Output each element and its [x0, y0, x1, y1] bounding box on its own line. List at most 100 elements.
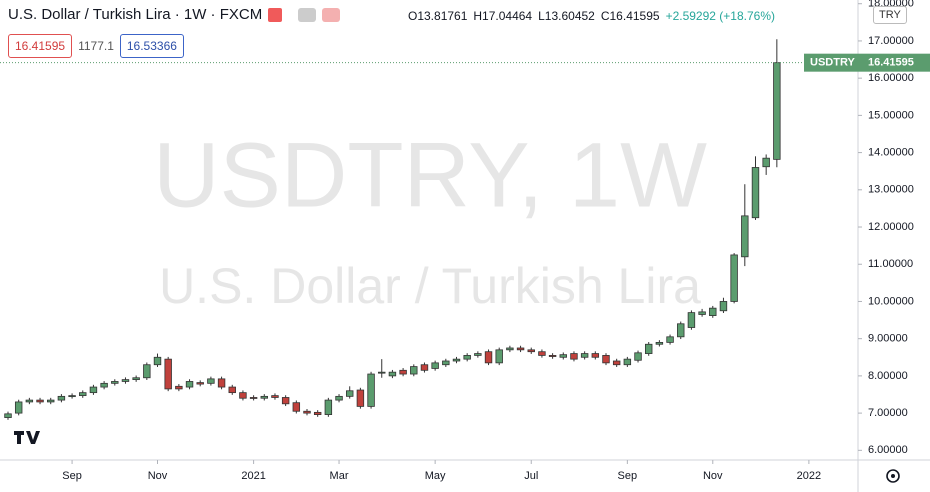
bid-button[interactable]: 16.41595: [8, 34, 73, 58]
candle-body: [442, 360, 450, 366]
candle-body: [410, 366, 418, 375]
candle-body: [132, 377, 140, 381]
candle-body: [303, 410, 311, 414]
x-tick-label: 2021: [241, 470, 265, 482]
candle-body: [516, 347, 525, 351]
candle-body: [580, 353, 589, 358]
candle-body: [484, 351, 493, 364]
y-tick-label: 9.00000: [868, 333, 908, 345]
flag-icon[interactable]: [268, 7, 283, 22]
candle-body: [741, 215, 749, 258]
candle-body: [249, 397, 258, 399]
symbol-header: U.S. Dollar / Turkish Lira · 1W · FXCM: [8, 6, 341, 23]
candle-body: [644, 343, 653, 354]
candle-body: [335, 395, 343, 401]
candle-body: [495, 349, 503, 364]
x-tick-label: Nov: [148, 470, 168, 482]
high: H17.04464: [473, 9, 533, 23]
symbol-label-bg: [804, 53, 858, 72]
candle-body: [559, 354, 567, 358]
price-label-bg: [858, 53, 930, 72]
candle-body: [570, 353, 578, 360]
candle-body: [506, 347, 514, 351]
candle-body: [719, 301, 728, 312]
candle-body: [25, 399, 34, 403]
candle-body: [698, 311, 706, 315]
candle-body: [751, 167, 760, 219]
symbol-title: U.S. Dollar / Turkish Lira · 1W · FXCM: [8, 6, 263, 23]
x-tick-label: May: [425, 470, 446, 482]
x-tick-label: Mar: [330, 470, 349, 482]
candle-body: [47, 399, 55, 403]
candle-body: [185, 381, 194, 388]
candle-body: [68, 395, 76, 398]
candle-body: [324, 399, 333, 415]
ohlc-legend: O13.81761 H17.04464 L13.60452 C16.41595 …: [408, 9, 775, 23]
currency-select[interactable]: TRY: [873, 6, 907, 24]
spread: 1177.1: [78, 39, 114, 53]
candle-body: [36, 399, 44, 403]
candle-body: [207, 378, 215, 384]
candle-body: [153, 356, 162, 366]
candle-body: [239, 392, 247, 399]
compare-icon[interactable]: [322, 7, 341, 22]
candle-body: [762, 157, 770, 168]
candle-body: [217, 378, 226, 388]
tv-logo: [12, 428, 42, 446]
x-tick-label: Jul: [524, 470, 538, 482]
change: +2.59292 (+18.76%): [665, 9, 775, 23]
candle-body: [677, 323, 685, 338]
y-tick-label: 15.00000: [868, 109, 914, 121]
candle-body: [100, 382, 108, 388]
candle-body: [431, 362, 439, 369]
y-tick-label: 12.00000: [868, 221, 914, 233]
candle-body: [196, 382, 204, 385]
watermark-symbol: USDTRY, 1W: [153, 124, 707, 226]
close: C16.41595: [600, 9, 660, 23]
y-tick-label: 14.00000: [868, 146, 914, 158]
candle-body: [730, 254, 738, 302]
candle-body: [591, 353, 600, 358]
candle-body: [634, 352, 642, 361]
candle-body: [260, 395, 268, 399]
y-tick-label: 16.00000: [868, 72, 914, 84]
candle-body: [175, 385, 183, 390]
candle-body: [463, 355, 471, 360]
candle-body: [709, 307, 717, 316]
open: O13.81761: [408, 9, 468, 23]
symbol-label: USDTRY: [810, 57, 855, 69]
candle-body: [612, 360, 621, 366]
candle-body: [474, 353, 482, 356]
candle-body: [538, 351, 546, 356]
candle-body: [292, 402, 301, 412]
x-tick-label: Sep: [62, 470, 82, 482]
eye-icon[interactable]: [298, 7, 317, 22]
y-tick-label: 8.00000: [868, 370, 908, 382]
ask-button[interactable]: 16.53366: [119, 34, 184, 58]
candle-body: [623, 358, 632, 366]
price-label: 16.41595: [868, 57, 914, 69]
candle-body: [89, 386, 98, 394]
candle-body: [313, 411, 322, 415]
candle-body: [655, 341, 664, 345]
y-tick-label: 18.00000: [868, 0, 914, 10]
candle-body: [452, 358, 461, 362]
candle-body: [666, 336, 674, 343]
y-tick-label: 17.00000: [868, 35, 914, 47]
candle-body: [356, 389, 365, 407]
y-tick-label: 11.00000: [868, 258, 913, 270]
candle-body: [228, 386, 236, 394]
candle-body: [271, 395, 279, 398]
candle-body: [4, 413, 12, 418]
x-tick-label: Nov: [703, 470, 723, 482]
settings-icon[interactable]: [886, 469, 900, 483]
x-tick-label: 2022: [797, 470, 821, 482]
candle-body: [548, 355, 557, 357]
y-tick-label: 13.00000: [868, 184, 914, 196]
candle-body: [111, 381, 119, 384]
y-tick-label: 6.00000: [868, 444, 908, 456]
candle-body: [57, 395, 66, 401]
candle-body: [346, 390, 354, 397]
